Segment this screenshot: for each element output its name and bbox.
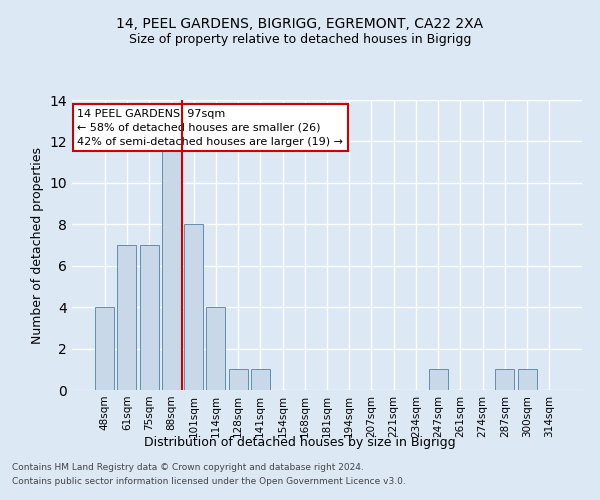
Text: Distribution of detached houses by size in Bigrigg: Distribution of detached houses by size … xyxy=(144,436,456,449)
Bar xyxy=(518,370,536,390)
Bar xyxy=(95,307,114,390)
Bar xyxy=(251,370,270,390)
Y-axis label: Number of detached properties: Number of detached properties xyxy=(31,146,44,344)
Text: Contains public sector information licensed under the Open Government Licence v3: Contains public sector information licen… xyxy=(12,477,406,486)
Bar xyxy=(118,245,136,390)
Bar xyxy=(140,245,158,390)
Text: Contains HM Land Registry data © Crown copyright and database right 2024.: Contains HM Land Registry data © Crown c… xyxy=(12,464,364,472)
Bar xyxy=(429,370,448,390)
Text: Size of property relative to detached houses in Bigrigg: Size of property relative to detached ho… xyxy=(129,32,471,46)
Bar xyxy=(184,224,203,390)
Text: 14, PEEL GARDENS, BIGRIGG, EGREMONT, CA22 2XA: 14, PEEL GARDENS, BIGRIGG, EGREMONT, CA2… xyxy=(116,18,484,32)
Bar xyxy=(229,370,248,390)
Bar xyxy=(496,370,514,390)
Bar xyxy=(162,142,181,390)
Bar xyxy=(206,307,225,390)
Text: 14 PEEL GARDENS: 97sqm
← 58% of detached houses are smaller (26)
42% of semi-det: 14 PEEL GARDENS: 97sqm ← 58% of detached… xyxy=(77,108,343,146)
